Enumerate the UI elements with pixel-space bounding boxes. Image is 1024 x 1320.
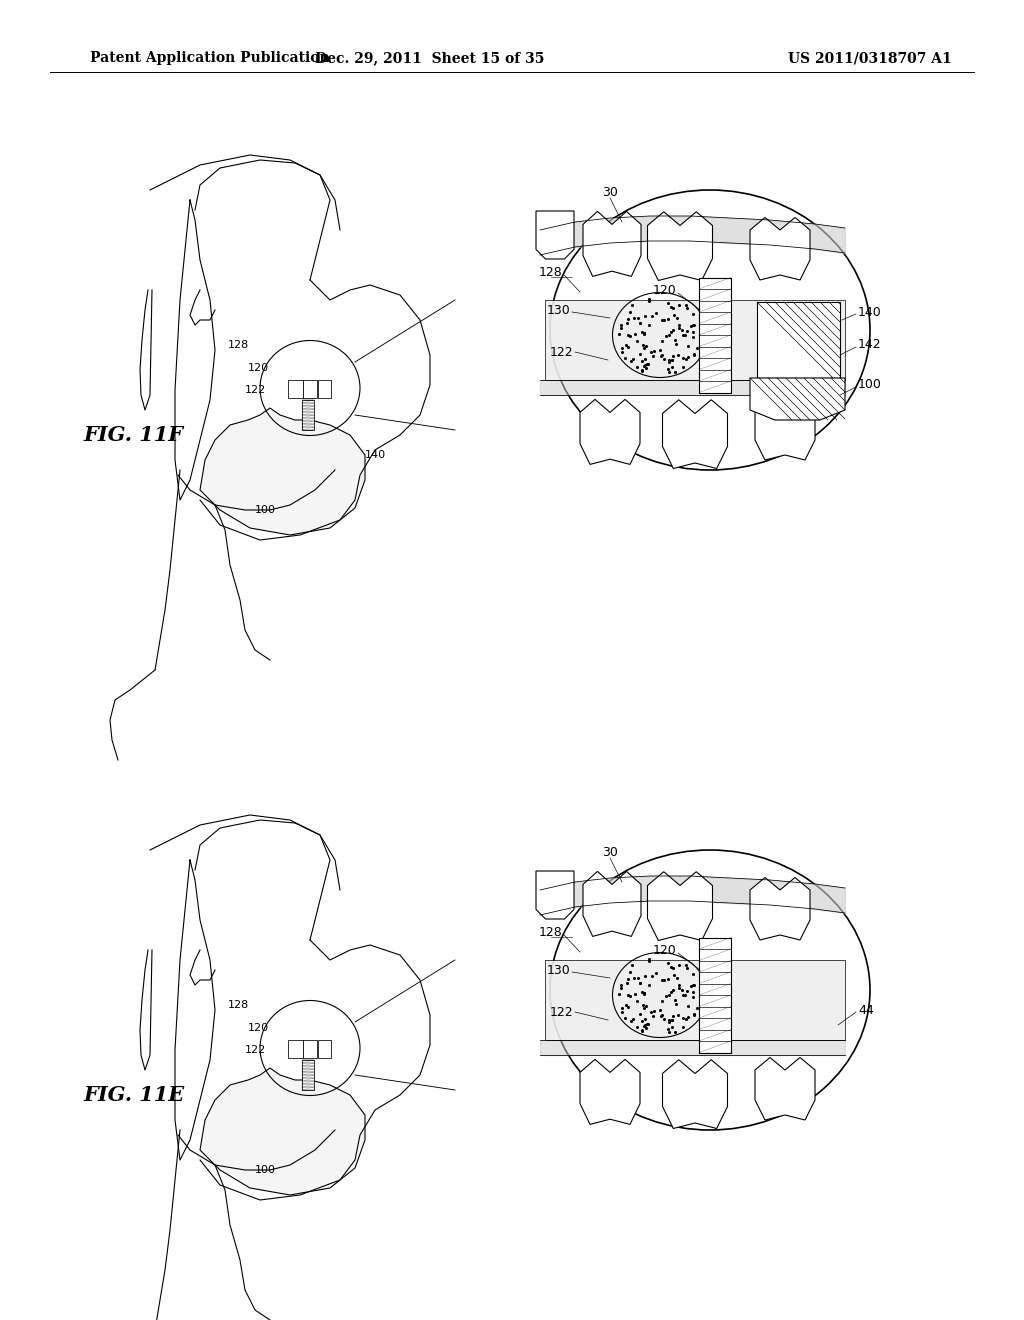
FancyBboxPatch shape bbox=[699, 937, 731, 1052]
Text: 142: 142 bbox=[858, 338, 882, 351]
Polygon shape bbox=[536, 211, 574, 259]
Polygon shape bbox=[663, 400, 727, 469]
Polygon shape bbox=[545, 300, 845, 380]
FancyBboxPatch shape bbox=[317, 1040, 331, 1059]
FancyBboxPatch shape bbox=[303, 380, 317, 399]
Text: 140: 140 bbox=[365, 450, 386, 459]
Text: 128: 128 bbox=[539, 265, 562, 279]
Polygon shape bbox=[755, 397, 815, 459]
FancyBboxPatch shape bbox=[302, 400, 314, 430]
Polygon shape bbox=[580, 1060, 640, 1125]
FancyBboxPatch shape bbox=[303, 1040, 317, 1059]
Polygon shape bbox=[583, 871, 641, 936]
Text: 130: 130 bbox=[546, 304, 570, 317]
Polygon shape bbox=[647, 871, 713, 940]
FancyBboxPatch shape bbox=[317, 380, 331, 399]
Text: Dec. 29, 2011  Sheet 15 of 35: Dec. 29, 2011 Sheet 15 of 35 bbox=[315, 51, 545, 65]
Text: 120: 120 bbox=[652, 284, 676, 297]
FancyBboxPatch shape bbox=[288, 1040, 302, 1059]
Polygon shape bbox=[757, 302, 840, 378]
FancyBboxPatch shape bbox=[288, 380, 302, 399]
Text: 100: 100 bbox=[255, 1166, 275, 1175]
Text: 44: 44 bbox=[858, 1003, 873, 1016]
Text: 100: 100 bbox=[858, 379, 882, 392]
Text: 120: 120 bbox=[248, 1023, 268, 1034]
Text: 130: 130 bbox=[546, 964, 570, 977]
Polygon shape bbox=[647, 211, 713, 281]
Text: 120: 120 bbox=[248, 363, 268, 374]
Text: US 2011/0318707 A1: US 2011/0318707 A1 bbox=[788, 51, 952, 65]
Text: 122: 122 bbox=[549, 1006, 573, 1019]
Polygon shape bbox=[200, 408, 365, 535]
Text: 30: 30 bbox=[602, 186, 617, 198]
Text: 122: 122 bbox=[549, 346, 573, 359]
Polygon shape bbox=[750, 218, 810, 280]
Polygon shape bbox=[536, 871, 574, 919]
Polygon shape bbox=[200, 1068, 365, 1195]
Polygon shape bbox=[750, 878, 810, 940]
Text: 122: 122 bbox=[245, 1045, 265, 1055]
Polygon shape bbox=[663, 1060, 727, 1129]
Text: FIG. 11F: FIG. 11F bbox=[83, 425, 183, 445]
Text: 140: 140 bbox=[858, 305, 882, 318]
Text: 100: 100 bbox=[255, 506, 275, 515]
Text: FIG. 11E: FIG. 11E bbox=[83, 1085, 184, 1105]
Text: 128: 128 bbox=[227, 1001, 249, 1010]
Text: 120: 120 bbox=[652, 944, 676, 957]
Text: Patent Application Publication: Patent Application Publication bbox=[90, 51, 330, 65]
FancyBboxPatch shape bbox=[699, 277, 731, 392]
Text: 128: 128 bbox=[539, 925, 562, 939]
Polygon shape bbox=[545, 960, 845, 1040]
Polygon shape bbox=[583, 211, 641, 276]
Ellipse shape bbox=[550, 190, 870, 470]
Text: 30: 30 bbox=[602, 846, 617, 858]
Polygon shape bbox=[755, 1057, 815, 1119]
Polygon shape bbox=[750, 378, 845, 420]
Polygon shape bbox=[580, 400, 640, 465]
Text: 128: 128 bbox=[227, 341, 249, 350]
Ellipse shape bbox=[550, 850, 870, 1130]
Text: 122: 122 bbox=[245, 385, 265, 395]
FancyBboxPatch shape bbox=[302, 1060, 314, 1090]
